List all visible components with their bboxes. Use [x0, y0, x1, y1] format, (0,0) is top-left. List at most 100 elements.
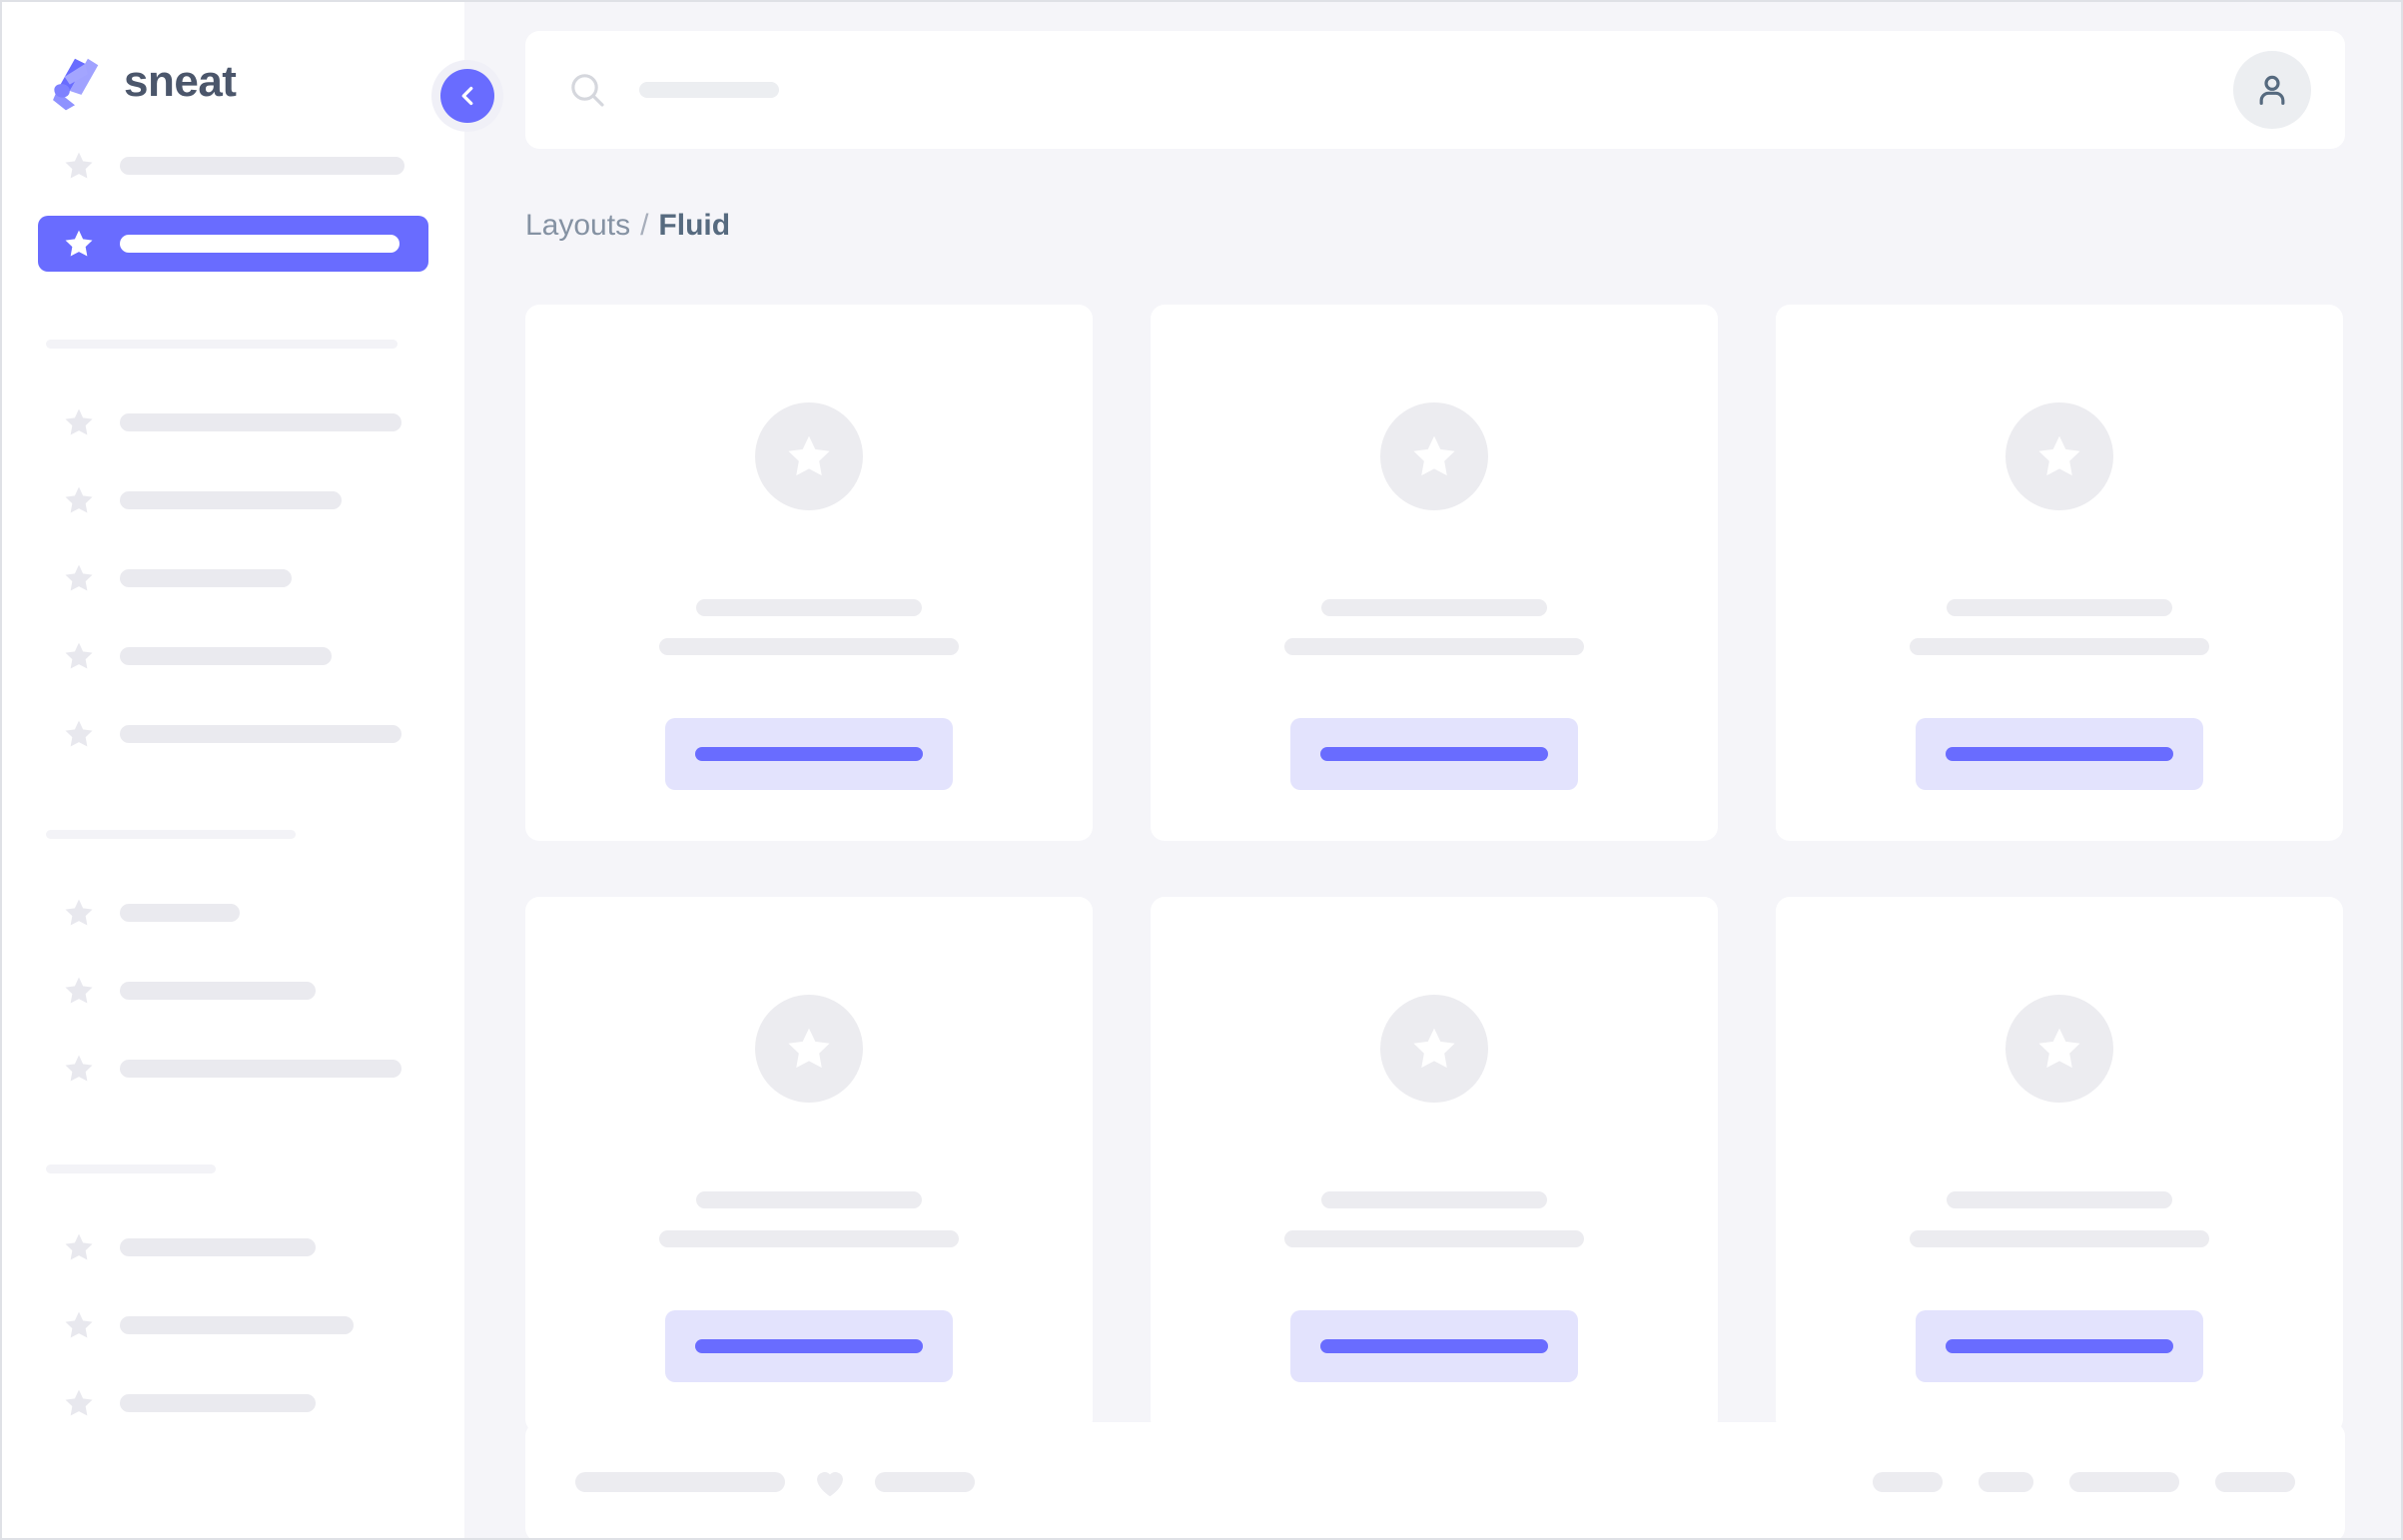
- card-subtitle: [1910, 1230, 2209, 1247]
- card-action-button-label: [1946, 747, 2173, 761]
- footer-link-bar[interactable]: [2069, 1472, 2179, 1492]
- sidebar-item[interactable]: [38, 885, 428, 941]
- nav-spacer: [2, 1119, 464, 1164]
- sidebar-item-label: [120, 725, 401, 743]
- content-card: [525, 305, 1093, 841]
- search-placeholder-bar: [639, 82, 779, 98]
- nav-spacer: [2, 762, 464, 784]
- breadcrumb-item-layouts[interactable]: Layouts: [525, 209, 631, 242]
- card-avatar: [2005, 995, 2113, 1103]
- card-action-button-label: [695, 1339, 923, 1353]
- star-icon: [1408, 430, 1460, 482]
- top-navbar: [525, 31, 2345, 149]
- star-icon: [62, 561, 96, 595]
- card-avatar: [755, 995, 863, 1103]
- star-icon: [62, 717, 96, 751]
- sidebar-item[interactable]: [38, 706, 428, 762]
- card-action-button[interactable]: [1916, 718, 2203, 790]
- sidebar-item[interactable]: [38, 1297, 428, 1353]
- card-title: [696, 599, 922, 616]
- star-icon: [62, 1052, 96, 1086]
- card-title: [1947, 1191, 2172, 1208]
- sidebar-item-label: [120, 235, 400, 253]
- user-icon: [2252, 70, 2292, 110]
- card-action-button[interactable]: [665, 1310, 953, 1382]
- sidebar-item-label: [120, 1394, 316, 1412]
- sidebar-item-label: [120, 1238, 316, 1256]
- nav-spacer: [2, 294, 464, 340]
- sidebar-item[interactable]: [38, 963, 428, 1019]
- nav-spacer: [2, 194, 464, 216]
- card-action-button-label: [1946, 1339, 2173, 1353]
- star-icon: [62, 1386, 96, 1420]
- footer-link-bar[interactable]: [1979, 1472, 2033, 1492]
- card-title: [1321, 1191, 1547, 1208]
- card-action-button[interactable]: [665, 718, 953, 790]
- sidebar-item[interactable]: [38, 550, 428, 606]
- star-icon: [62, 227, 96, 261]
- sidebar-item-label: [120, 413, 401, 431]
- sidebar-item[interactable]: [38, 394, 428, 450]
- search-input[interactable]: [567, 70, 2233, 110]
- star-icon: [62, 405, 96, 439]
- card-action-button[interactable]: [1290, 718, 1578, 790]
- sidebar-item[interactable]: [38, 138, 428, 194]
- card-action-button-label: [1320, 1339, 1548, 1353]
- card-action-button-label: [1320, 747, 1548, 761]
- sidebar-item-label: [120, 904, 240, 922]
- chevron-left-icon: [440, 69, 494, 123]
- footer-text-bar: [875, 1472, 975, 1492]
- card-avatar: [1380, 402, 1488, 510]
- star-icon: [62, 974, 96, 1008]
- content-card: [1776, 897, 2343, 1433]
- heart-icon: [811, 1463, 849, 1501]
- card-action-button-label: [695, 747, 923, 761]
- footer-left-group: [575, 1463, 975, 1501]
- nav-spacer: [2, 528, 464, 550]
- content-card: [1151, 305, 1718, 841]
- card-avatar: [1380, 995, 1488, 1103]
- sneat-s-logo-icon: [44, 51, 106, 113]
- card-action-button[interactable]: [1290, 1310, 1578, 1382]
- card-subtitle: [1284, 1230, 1584, 1247]
- breadcrumb: Layouts / Fluid: [525, 209, 730, 243]
- card-action-button[interactable]: [1916, 1310, 2203, 1382]
- nav-spacer: [2, 1353, 464, 1375]
- avatar[interactable]: [2233, 51, 2311, 129]
- nav-spacer: [2, 1019, 464, 1041]
- sidebar-item[interactable]: [38, 1041, 428, 1097]
- star-icon: [62, 149, 96, 183]
- brand[interactable]: sneat: [2, 2, 464, 120]
- card-subtitle: [1910, 638, 2209, 655]
- content-card: [1151, 897, 1718, 1433]
- footer-link-bar[interactable]: [1873, 1472, 1943, 1492]
- footer-link-bar[interactable]: [2215, 1472, 2295, 1492]
- card-avatar: [755, 402, 863, 510]
- nav-spacer: [2, 839, 464, 885]
- sidebar-collapse-button[interactable]: [431, 60, 503, 132]
- breadcrumb-item-fluid: Fluid: [658, 209, 731, 242]
- nav-spacer: [2, 450, 464, 472]
- nav-spacer: [2, 1173, 464, 1219]
- nav-spacer: [2, 1431, 464, 1453]
- star-icon: [783, 1023, 835, 1075]
- sidebar-item[interactable]: [38, 1375, 428, 1431]
- sidebar-section-divider: [46, 1164, 216, 1173]
- search-icon: [567, 70, 607, 110]
- star-icon: [62, 639, 96, 673]
- sidebar-nav: [2, 120, 464, 1453]
- card-avatar: [2005, 402, 2113, 510]
- sidebar-item[interactable]: [38, 1219, 428, 1275]
- sidebar-item[interactable]: [38, 628, 428, 684]
- content-card: [525, 897, 1093, 1433]
- sidebar-item-label: [120, 1060, 401, 1078]
- sidebar-item[interactable]: [38, 472, 428, 528]
- sidebar-item-label: [120, 157, 404, 175]
- star-icon: [62, 1308, 96, 1342]
- sidebar-item-label: [120, 569, 292, 587]
- sidebar-item-active[interactable]: [38, 216, 428, 272]
- star-icon: [783, 430, 835, 482]
- footer-text-bar: [575, 1472, 785, 1492]
- star-icon: [1408, 1023, 1460, 1075]
